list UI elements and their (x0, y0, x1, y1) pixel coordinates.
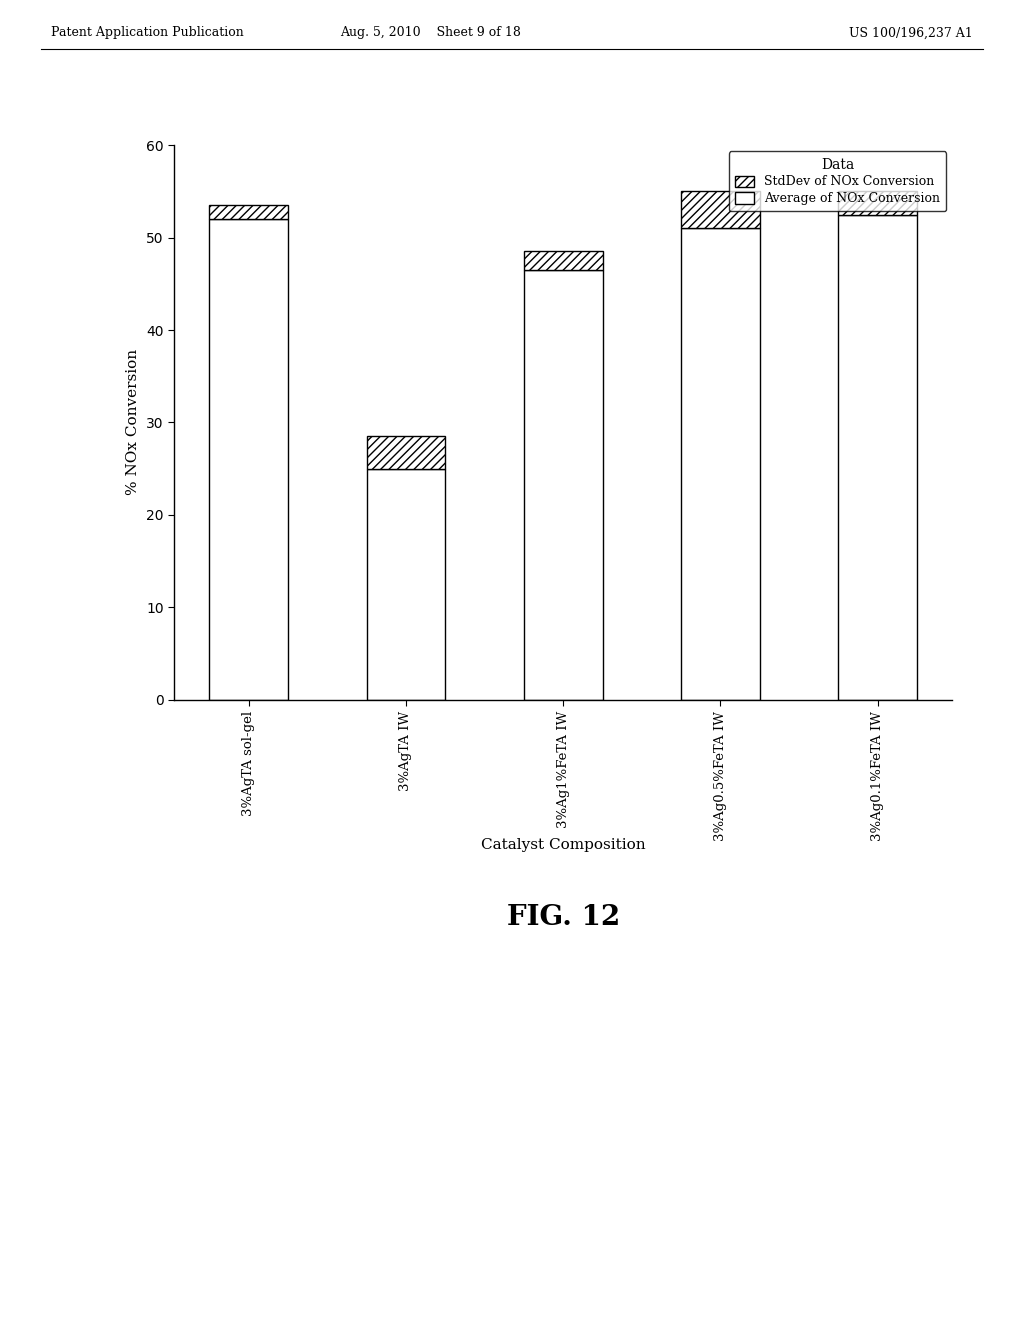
Bar (367, 469, 445, 700)
Bar (524, 251, 602, 271)
Text: US 100/196,237 A1: US 100/196,237 A1 (849, 26, 973, 40)
Text: Patent Application Publication: Patent Application Publication (51, 26, 244, 40)
Bar (524, 271, 602, 700)
Bar (681, 228, 760, 700)
Text: Catalyst Composition: Catalyst Composition (481, 838, 645, 853)
Bar (210, 219, 288, 700)
Bar (681, 191, 760, 228)
Text: FIG. 12: FIG. 12 (507, 904, 620, 931)
Text: Aug. 5, 2010    Sheet 9 of 18: Aug. 5, 2010 Sheet 9 of 18 (340, 26, 520, 40)
Bar (839, 214, 916, 700)
Bar (210, 205, 288, 219)
Legend: StdDev of NOx Conversion, Average of NOx Conversion: StdDev of NOx Conversion, Average of NOx… (729, 152, 946, 211)
Y-axis label: % NOx Conversion: % NOx Conversion (127, 350, 140, 495)
Bar (839, 191, 916, 214)
Bar (367, 436, 445, 469)
